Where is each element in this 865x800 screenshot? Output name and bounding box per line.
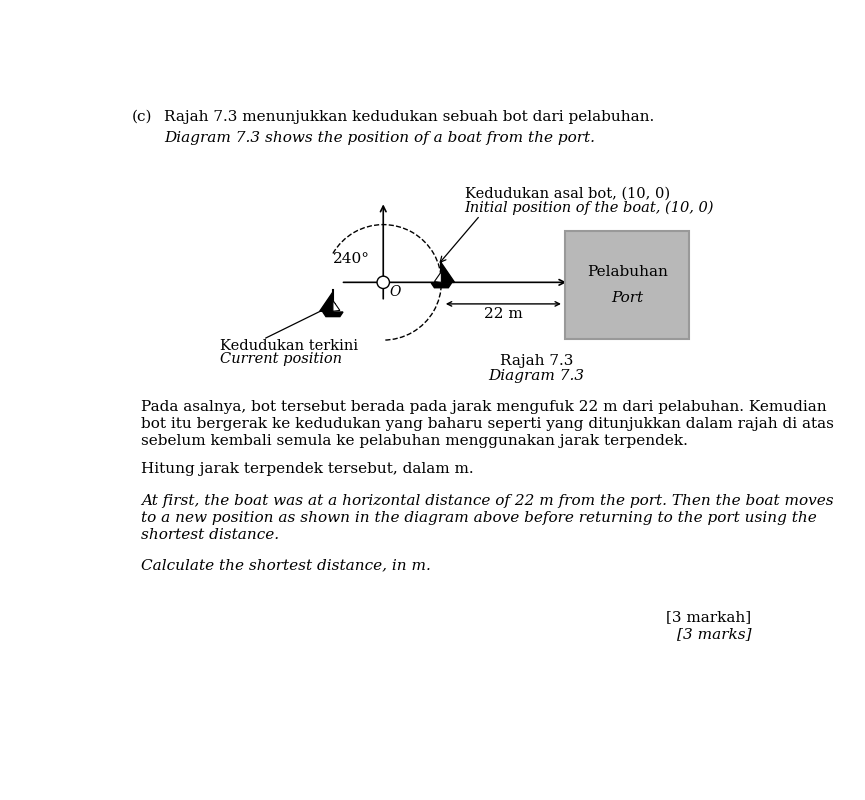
Circle shape — [377, 276, 389, 289]
Text: bot itu bergerak ke kedudukan yang baharu seperti yang ditunjukkan dalam rajah d: bot itu bergerak ke kedudukan yang bahar… — [141, 417, 834, 431]
Text: [3 marks]: [3 marks] — [676, 627, 752, 642]
FancyBboxPatch shape — [566, 230, 689, 338]
Polygon shape — [441, 263, 454, 283]
Text: Initial position of the boat, (10, 0): Initial position of the boat, (10, 0) — [465, 201, 714, 215]
Text: Kedudukan terkini: Kedudukan terkini — [221, 338, 359, 353]
Text: Calculate the shortest distance, in m.: Calculate the shortest distance, in m. — [141, 558, 431, 573]
Text: Diagram 7.3 shows the position of a boat from the port.: Diagram 7.3 shows the position of a boat… — [164, 131, 595, 146]
Text: shortest distance.: shortest distance. — [141, 528, 279, 542]
Polygon shape — [320, 292, 333, 312]
Polygon shape — [434, 271, 441, 282]
Text: Kedudukan asal bot, (10, 0): Kedudukan asal bot, (10, 0) — [465, 187, 670, 201]
Text: Pelabuhan: Pelabuhan — [587, 265, 668, 278]
Text: Current position: Current position — [221, 353, 343, 366]
Text: (c): (c) — [131, 110, 152, 124]
Text: Port: Port — [612, 290, 644, 305]
Text: 240°: 240° — [333, 252, 370, 266]
Text: [3 markah]: [3 markah] — [666, 610, 752, 624]
Text: Rajah 7.3: Rajah 7.3 — [500, 354, 573, 368]
Polygon shape — [432, 283, 452, 288]
Text: to a new position as shown in the diagram above before returning to the port usi: to a new position as shown in the diagra… — [141, 511, 817, 525]
Text: O: O — [389, 286, 400, 299]
Text: Pada asalnya, bot tersebut berada pada jarak mengufuk 22 m dari pelabuhan. Kemud: Pada asalnya, bot tersebut berada pada j… — [141, 400, 826, 414]
Text: sebelum kembali semula ke pelabuhan menggunakan jarak terpendek.: sebelum kembali semula ke pelabuhan meng… — [141, 434, 688, 448]
Polygon shape — [323, 312, 343, 317]
Text: Diagram 7.3: Diagram 7.3 — [488, 370, 585, 383]
Text: At first, the boat was at a horizontal distance of 22 m from the port. Then the : At first, the boat was at a horizontal d… — [141, 494, 833, 508]
Text: Rajah 7.3 menunjukkan kedudukan sebuah bot dari pelabuhan.: Rajah 7.3 menunjukkan kedudukan sebuah b… — [164, 110, 654, 124]
Polygon shape — [333, 301, 340, 311]
Text: Hitung jarak terpendek tersebut, dalam m.: Hitung jarak terpendek tersebut, dalam m… — [141, 462, 473, 476]
Text: 22 m: 22 m — [484, 307, 522, 321]
